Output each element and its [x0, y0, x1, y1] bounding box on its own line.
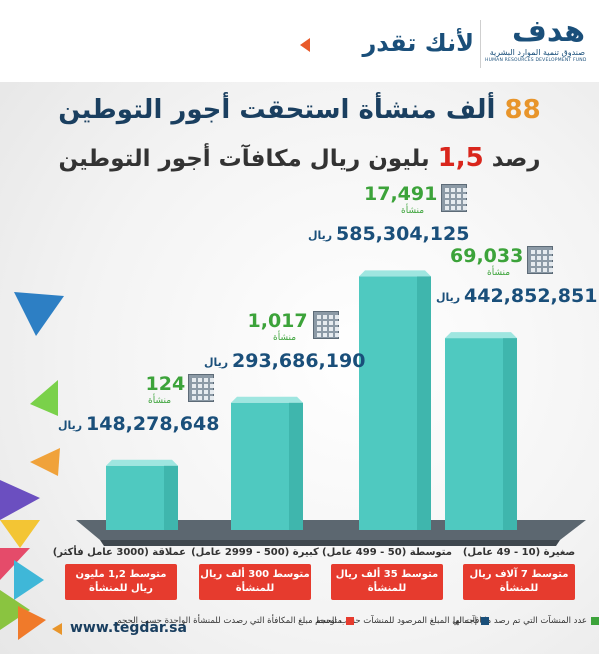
count-label-1: 1,017 [247, 309, 308, 332]
legend-item-average: متوسط مبلغ المكافأة التي رصدت للمنشأة ال… [116, 616, 354, 627]
website-link[interactable]: www.tegdar.sa [70, 620, 187, 636]
legend: عدد المنشآت التي تم رصد مكافآت لها إجمال… [80, 616, 599, 650]
bar-shade-2 [417, 276, 431, 530]
bar-0 [106, 465, 178, 530]
count-unit-2: منشأة [401, 206, 425, 217]
legend-swatch-amount [481, 617, 489, 625]
count-unit-0: منشأة [148, 395, 172, 406]
chart-floor-edge [100, 540, 560, 546]
bar-top-2 [359, 270, 431, 277]
amount-unit-1: ريال [204, 355, 229, 369]
subtitle-number: 1,5 [437, 143, 484, 173]
page-subtitle: رصد 1,5 بليون ريال مكافآت أجور التوطين [0, 138, 599, 178]
chart-bars [106, 270, 517, 530]
amount-unit-2: ريال [308, 229, 333, 243]
legend-label-average: متوسط مبلغ المكافأة التي رصدت للمنشأة ال… [116, 616, 342, 626]
average-box-1: متوسط 300 ألف ريال للمنشأة [199, 564, 311, 600]
count-label-2: 17,491 [364, 183, 438, 206]
website-arrow-icon [52, 623, 62, 635]
bar-1 [231, 402, 303, 530]
average-box-3: متوسط 7 آلاف ريال للمنشأة [463, 564, 575, 600]
slogan-arrow-icon [300, 38, 310, 52]
legend-item-count: عدد المنشآت التي تم رصد مكافآت لها [453, 616, 599, 627]
average-box-2: متوسط 35 ألف ريال للمنشأة [331, 564, 443, 600]
building-icon [441, 184, 467, 213]
hrdf-fund-name: صندوق تنمية الموارد البشرية [489, 48, 585, 57]
bar-top-3 [445, 332, 517, 339]
amount-unit-0: ريال [58, 418, 83, 432]
count-label-3: 69,033 [450, 245, 524, 268]
hrdf-logo: هدف صندوق تنمية الموارد البشرية HUMAN RE… [485, 14, 587, 68]
legend-label-amount: إجمالي المبلغ المرصود للمنشآت حسب الحجم [315, 616, 477, 626]
subtitle-suffix: بليون ريال مكافآت أجور التوطين [58, 146, 430, 172]
header: هدف صندوق تنمية الموارد البشرية HUMAN RE… [0, 0, 599, 82]
amount-unit-3: ريال [436, 291, 461, 305]
subtitle-prefix: رصد [491, 146, 541, 172]
bar-shade-3 [503, 338, 517, 530]
category-label-3: صغيرة (10 - 49 عامل) [462, 547, 576, 558]
count-unit-3: منشأة [487, 268, 511, 279]
hrdf-logo-mark: هدف [512, 14, 585, 49]
decor-shapes [0, 292, 64, 640]
bar-shade-1 [289, 402, 303, 530]
bar-top-1 [231, 396, 303, 403]
amount-label-2: 585,304,125 [336, 223, 470, 246]
category-label-1: كبيرة (500 - 2999 عامل) [191, 547, 319, 558]
category-label-2: متوسطة (50 - 499 عامل) [322, 547, 452, 558]
legend-item-amount: إجمالي المبلغ المرصود للمنشآت حسب الحجم [315, 616, 489, 627]
hrdf-fund-name-en: HUMAN RESOURCES DEVELOPMENT FUND [485, 58, 587, 63]
legend-label-count: عدد المنشآت التي تم رصد مكافآت لها [452, 616, 587, 626]
bar-2 [359, 276, 431, 530]
category-label-0: عملاقة (3000 عامل فأكثر) [52, 547, 186, 558]
bar-top-0 [106, 459, 178, 466]
legend-swatch-count [591, 617, 599, 625]
page-title: 88 ألف منشأة استحقت أجور التوطين [0, 88, 599, 132]
building-icon [313, 310, 339, 339]
legend-swatch-average [346, 617, 354, 625]
average-box-0: متوسط 1,2 مليون ريال للمنشأة [65, 564, 177, 600]
building-icon [527, 246, 553, 275]
building-icon [188, 373, 214, 402]
logo-divider [480, 20, 481, 68]
title-number: 88 [504, 95, 541, 125]
count-unit-1: منشأة [273, 332, 297, 343]
bar-3 [445, 338, 517, 530]
count-label-0: 124 [145, 372, 186, 395]
title-text: ألف منشأة استحقت أجور التوطين [58, 95, 496, 125]
amount-label-0: 148,278,648 [86, 412, 220, 435]
slogan-logo: لأنك تقدر [362, 29, 474, 57]
amount-label-1: 293,686,190 [232, 349, 366, 372]
amount-label-3: 442,852,851 [464, 285, 598, 308]
bar-shade-0 [164, 465, 178, 530]
